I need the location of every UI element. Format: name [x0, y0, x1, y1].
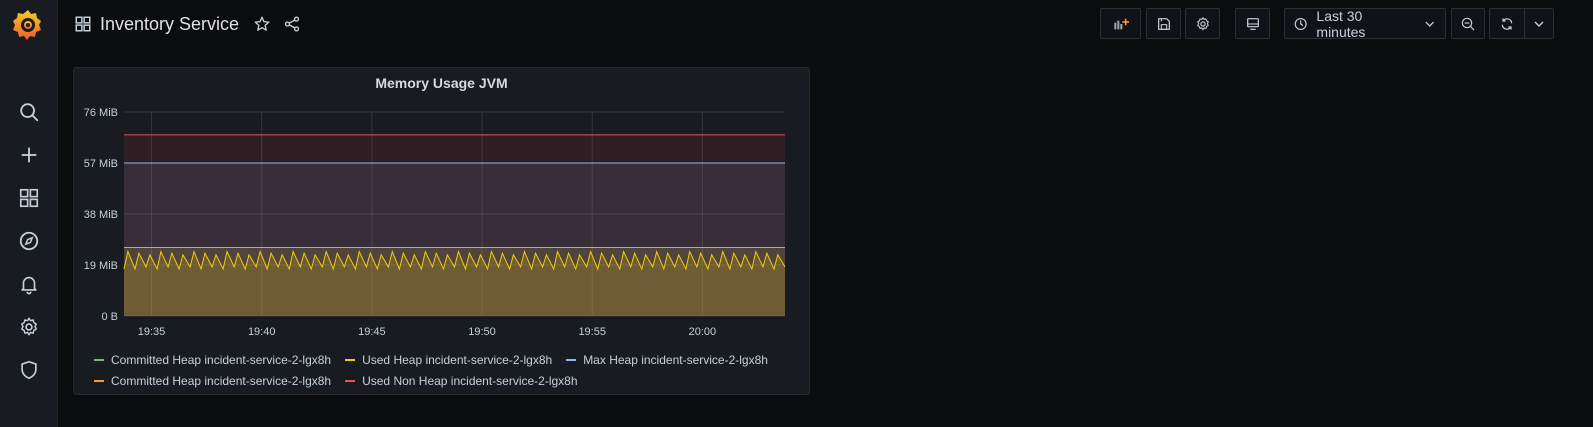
- legend-item[interactable]: Max Heap incident-service-2-lgx8h: [566, 353, 768, 367]
- clock-icon: [1294, 17, 1307, 30]
- save-icon: [1157, 17, 1170, 30]
- sidebar: [0, 0, 58, 427]
- grafana-logo-icon: [13, 10, 41, 40]
- grafana-logo[interactable]: [9, 6, 47, 44]
- legend-swatch: [566, 358, 577, 361]
- legend-row: Committed Heap incident-service-2-lgx8h U…: [94, 349, 794, 370]
- sidebar-item-alerting[interactable]: [0, 264, 57, 304]
- series-area: [124, 247, 785, 316]
- sidebar-item-dashboards[interactable]: [0, 178, 57, 218]
- y-tick-label: 38 MiB: [84, 209, 118, 221]
- dashboard-title[interactable]: Inventory Service: [100, 13, 240, 34]
- legend-label: Max Heap incident-service-2-lgx8h: [583, 352, 768, 367]
- zoom-out-button[interactable]: [1451, 8, 1485, 39]
- chevron-down-icon: [1424, 21, 1434, 27]
- sidebar-item-search[interactable]: [0, 92, 57, 132]
- share-icon[interactable]: [283, 15, 301, 33]
- gear-icon: [20, 317, 37, 336]
- sidebar-item-explore[interactable]: [0, 221, 57, 261]
- dashboards-icon: [19, 188, 38, 208]
- add-panel-icon: [1113, 18, 1129, 29]
- chart-legend: Committed Heap incident-service-2-lgx8h U…: [94, 349, 794, 391]
- explore-icon: [19, 231, 38, 251]
- legend-swatch: [94, 379, 104, 382]
- plus-icon: [21, 147, 36, 163]
- legend-swatch: [345, 379, 356, 382]
- zoom-out-icon: [1461, 17, 1475, 30]
- y-tick-label: 57 MiB: [84, 158, 118, 170]
- memory-usage-panel: Memory Usage JVM 0 B 19 MiB 38 MiB 57 MiB 76…: [73, 67, 810, 395]
- cycle-view-mode-button[interactable]: [1235, 8, 1270, 39]
- refresh-icon: [1501, 17, 1513, 30]
- bell-icon: [20, 276, 37, 295]
- sidebar-item-create[interactable]: [0, 135, 57, 175]
- panel-title[interactable]: Memory Usage JVM: [375, 75, 508, 91]
- series-area: [124, 163, 785, 316]
- series-line: [123, 249, 786, 271]
- dashboard-settings-button[interactable]: [1185, 8, 1220, 39]
- sidebar-item-server-admin[interactable]: [0, 350, 57, 390]
- legend-label: Used Non Heap incident-service-2-lgx8h: [362, 373, 578, 388]
- legend-item[interactable]: Used Non Heap incident-service-2-lgx8h: [345, 373, 578, 388]
- x-tick-label: 20:00: [689, 326, 717, 338]
- legend-label: Used Heap incident-service-2-lgx8h: [362, 352, 553, 367]
- series-area: [124, 251, 785, 316]
- x-tick-label: 19:35: [138, 326, 166, 338]
- search-icon: [19, 103, 38, 122]
- x-tick-label: 19:40: [248, 326, 276, 338]
- legend-row: Committed Heap incident-service-2-lgx8h U…: [94, 370, 794, 391]
- refresh-interval-dropdown[interactable]: [1524, 8, 1554, 39]
- time-range-label: Last 30 minutes: [1316, 7, 1366, 40]
- x-tick-label: 19:45: [358, 326, 386, 338]
- chevron-down-icon: [1534, 21, 1544, 27]
- y-tick-label: 19 MiB: [84, 260, 118, 272]
- series-area: [124, 134, 785, 316]
- shield-icon: [20, 360, 37, 380]
- dashboards-icon[interactable]: [74, 15, 92, 33]
- dashboard-nav: Inventory Service: [74, 10, 301, 38]
- x-tick-label: 19:50: [468, 326, 496, 338]
- star-icon[interactable]: [253, 15, 271, 33]
- time-range-picker[interactable]: Last 30 minutes: [1284, 7, 1446, 40]
- save-dashboard-button[interactable]: [1146, 8, 1181, 39]
- legend-swatch: [94, 358, 104, 361]
- gear-icon: [1196, 16, 1209, 30]
- y-tick-label: 0 B: [101, 311, 118, 323]
- add-panel-button[interactable]: [1100, 8, 1141, 39]
- legend-swatch: [345, 358, 356, 361]
- legend-label: Committed Heap incident-service-2-lgx8h: [111, 352, 332, 367]
- sidebar-item-configuration[interactable]: [0, 307, 57, 347]
- y-tick-label: 76 MiB: [84, 107, 118, 119]
- refresh-button[interactable]: [1489, 8, 1524, 39]
- legend-item[interactable]: Committed Heap incident-service-2-lgx8h: [94, 374, 331, 388]
- legend-item[interactable]: Committed Heap incident-service-2-lgx8h: [94, 353, 331, 367]
- monitor-icon: [1246, 17, 1259, 30]
- x-tick-label: 19:55: [578, 326, 606, 338]
- legend-item[interactable]: Used Heap incident-service-2-lgx8h: [345, 353, 552, 367]
- memory-usage-chart[interactable]: 0 B 19 MiB 38 MiB 57 MiB 76 MiB 19:35 19:40 19:…: [74, 68, 809, 348]
- series-area: [124, 247, 785, 316]
- legend-label: Committed Heap incident-service-2-lgx8h: [111, 373, 332, 388]
